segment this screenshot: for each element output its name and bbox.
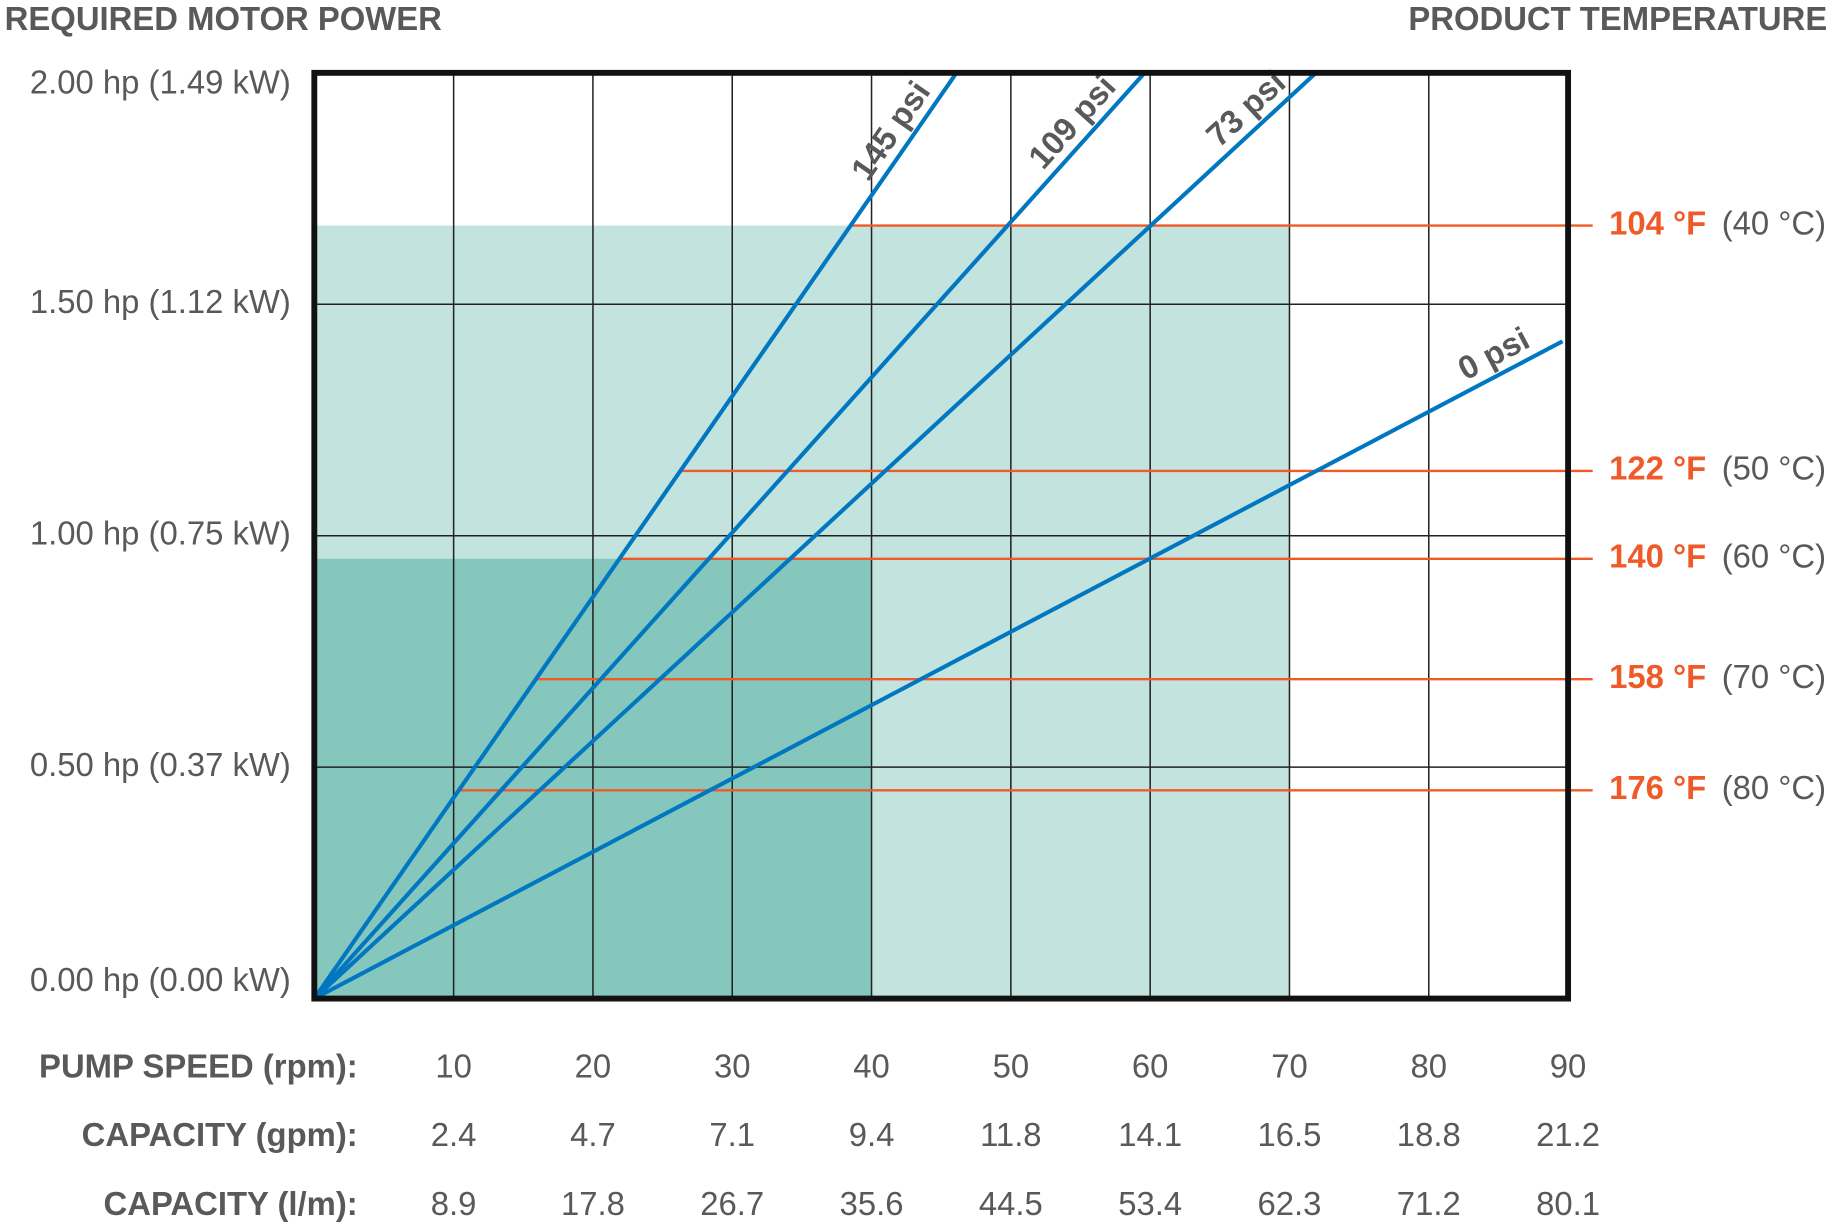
x-tick-label: 30 — [714, 1048, 751, 1085]
pressure-line — [312, 71, 1147, 1000]
temperature-label: 140 °F — [1609, 538, 1706, 575]
row-value: 21.2 — [1536, 1116, 1600, 1153]
row-value: 16.5 — [1258, 1116, 1322, 1153]
row-value: 62.3 — [1258, 1185, 1322, 1222]
y-tick-label: 1.00 hp (0.75 kW) — [30, 514, 291, 551]
row-label: CAPACITY (l/m): — [104, 1185, 358, 1222]
row-value: 35.6 — [840, 1185, 904, 1222]
pressure-line — [312, 71, 959, 1000]
y-tick-label: 0.50 hp (0.37 kW) — [30, 746, 291, 783]
row-value: 4.7 — [570, 1116, 616, 1153]
temperature-label: 158 °F — [1609, 658, 1706, 695]
temperature-label: 104 °F — [1609, 204, 1706, 241]
plot-frame — [311, 69, 1572, 1002]
row-value: 7.1 — [709, 1116, 755, 1153]
x-tick-label: 70 — [1271, 1048, 1308, 1085]
row-label: CAPACITY (gpm): — [82, 1116, 358, 1153]
temperature-label: 176 °F — [1609, 769, 1706, 806]
temperature-celsius: (50 °C) — [1722, 450, 1826, 487]
chart-title: REQUIRED MOTOR POWER — [5, 0, 442, 37]
temperature-celsius: (40 °C) — [1722, 204, 1826, 241]
temperature-celsius: (60 °C) — [1722, 538, 1826, 575]
row-value: 14.1 — [1118, 1116, 1182, 1153]
row-value: 11.8 — [980, 1116, 1041, 1153]
row-value: 9.4 — [849, 1116, 895, 1153]
row-value: 71.2 — [1397, 1185, 1461, 1222]
row-value: 2.4 — [431, 1116, 477, 1153]
x-tick-label: 90 — [1550, 1048, 1587, 1085]
row-value: 80.1 — [1536, 1185, 1600, 1222]
x-tick-label: 40 — [853, 1048, 890, 1085]
x-tick-label: 50 — [993, 1048, 1030, 1085]
x-tick-label: 20 — [575, 1048, 612, 1085]
temperature-celsius: (70 °C) — [1722, 658, 1826, 695]
row-value: 44.5 — [979, 1185, 1043, 1222]
row-value: 17.8 — [561, 1185, 625, 1222]
temperature-label: 122 °F — [1609, 450, 1706, 487]
row-value: 53.4 — [1118, 1185, 1182, 1222]
y-tick-label: 2.00 hp (1.49 kW) — [30, 63, 291, 100]
row-value: 8.9 — [431, 1185, 477, 1222]
pressure-line — [312, 71, 1318, 1001]
y-tick-label: 0.00 hp (0.00 kW) — [30, 961, 291, 998]
pressure-label: 109 psi — [1021, 68, 1123, 176]
x-tick-label: 80 — [1411, 1048, 1448, 1085]
row-value: 26.7 — [700, 1185, 764, 1222]
x-tick-label: 10 — [435, 1048, 472, 1085]
y-tick-label: 1.50 hp (1.12 kW) — [30, 283, 291, 320]
pressure-line — [313, 339, 1564, 1001]
right-title: PRODUCT TEMPERATURE — [1408, 0, 1827, 37]
x-axis-label: PUMP SPEED (rpm): — [39, 1048, 358, 1085]
temperature-celsius: (80 °C) — [1722, 769, 1826, 806]
x-tick-label: 60 — [1132, 1048, 1169, 1085]
row-value: 18.8 — [1397, 1116, 1461, 1153]
